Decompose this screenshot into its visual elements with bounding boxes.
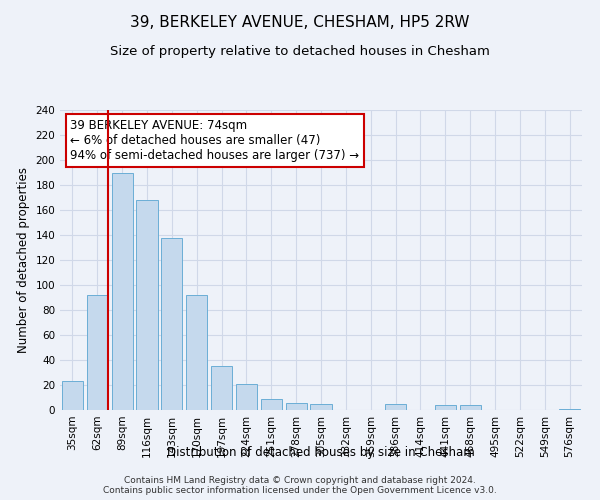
Text: Contains HM Land Registry data © Crown copyright and database right 2024.
Contai: Contains HM Land Registry data © Crown c… [103,476,497,495]
Bar [136,200,158,410]
Text: 39, BERKELEY AVENUE, CHESHAM, HP5 2RW: 39, BERKELEY AVENUE, CHESHAM, HP5 2RW [130,15,470,30]
Bar [460,405,481,410]
Bar [87,295,108,410]
Bar [186,295,207,410]
Bar [286,402,307,410]
Text: 39 BERKELEY AVENUE: 74sqm
← 6% of detached houses are smaller (47)
94% of semi-d: 39 BERKELEY AVENUE: 74sqm ← 6% of detach… [70,119,359,162]
Bar [310,404,332,410]
Bar [211,366,232,410]
Text: Distribution of detached houses by size in Chesham: Distribution of detached houses by size … [167,446,475,459]
Bar [236,384,257,410]
Bar [559,409,580,410]
Bar [435,405,456,410]
Text: Size of property relative to detached houses in Chesham: Size of property relative to detached ho… [110,45,490,58]
Bar [261,399,282,410]
Bar [385,404,406,410]
Bar [161,238,182,410]
Bar [112,172,133,410]
Y-axis label: Number of detached properties: Number of detached properties [17,167,30,353]
Bar [62,381,83,410]
